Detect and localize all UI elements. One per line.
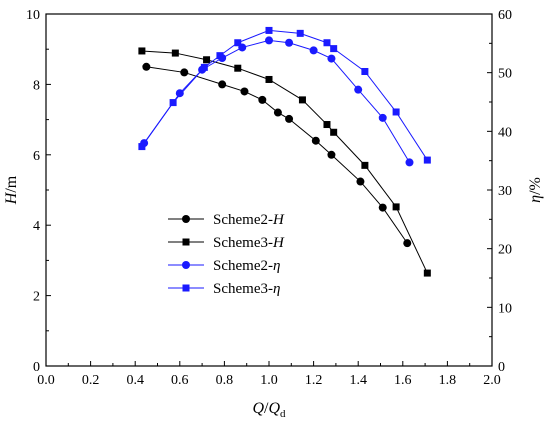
- legend-item: Scheme3-η: [168, 281, 280, 297]
- data-point: [171, 49, 179, 57]
- data-point: [378, 113, 387, 122]
- data-point: [330, 128, 338, 136]
- x-axis-title: Q/Qd: [252, 400, 286, 420]
- x-tick-label: 0.8: [216, 373, 234, 388]
- series-line-0: [146, 66, 408, 244]
- data-point: [200, 63, 208, 71]
- data-point: [423, 269, 431, 277]
- x-tick-label: 1.8: [439, 373, 457, 388]
- data-point: [273, 108, 282, 117]
- data-point: [311, 136, 320, 145]
- data-point: [323, 39, 331, 47]
- legend-item: Scheme2-η: [168, 258, 280, 274]
- legend-label: Scheme2-η: [213, 258, 280, 274]
- data-point: [356, 177, 365, 186]
- legend-marker: [182, 284, 190, 292]
- series-layer: [138, 26, 431, 277]
- data-point: [142, 62, 151, 71]
- data-point: [423, 156, 431, 164]
- data-point: [285, 38, 294, 47]
- data-point: [258, 95, 267, 104]
- data-point: [175, 89, 184, 98]
- data-point: [405, 158, 414, 167]
- data-point: [218, 80, 227, 89]
- data-point: [392, 108, 400, 116]
- data-point: [203, 56, 211, 64]
- y-left-tick-label: 8: [33, 78, 40, 93]
- legend: Scheme2-H Scheme3-H Scheme2-η Scheme3-η: [168, 212, 285, 297]
- x-tick-label: 0.2: [82, 373, 100, 388]
- y-left-tick-label: 6: [33, 149, 40, 164]
- y-right-tick-label: 40: [498, 125, 512, 140]
- series-3: [138, 26, 431, 164]
- y-right-tick-label: 30: [498, 184, 512, 199]
- series-0: [142, 62, 412, 248]
- data-point: [330, 45, 338, 53]
- data-point: [392, 203, 400, 211]
- data-point: [327, 150, 336, 159]
- data-point: [169, 99, 177, 107]
- legend-label: Scheme3-H: [213, 235, 285, 251]
- legend-marker: [182, 215, 190, 223]
- y-left-tick-label: 10: [26, 8, 40, 23]
- legend-label: Scheme2-H: [213, 212, 285, 228]
- data-point: [265, 36, 273, 45]
- data-point: [240, 87, 249, 96]
- series-line-3: [141, 29, 428, 161]
- data-point: [361, 161, 369, 169]
- data-point: [354, 85, 363, 94]
- data-point: [327, 54, 336, 63]
- y-right-tick-label: 20: [498, 243, 512, 258]
- legend-marker: [182, 238, 190, 246]
- y-right-tick-label: 60: [498, 8, 512, 23]
- data-point: [309, 46, 318, 55]
- axis-ticks: 0.0 0.2 0.4 0.6 0.8 1.0 1.2 1.4 1.6 1.8 2.00246810…: [26, 8, 512, 388]
- legend-marker: [182, 261, 190, 269]
- data-point: [403, 239, 412, 248]
- y-left-tick-label: 0: [33, 360, 40, 375]
- y-left-tick-label: 2: [33, 290, 40, 305]
- y-right-axis-title: η/%: [527, 177, 544, 203]
- data-point: [180, 68, 189, 77]
- x-tick-label: 2.0: [483, 373, 501, 388]
- y-right-tick-label: 0: [498, 360, 505, 375]
- data-point: [296, 29, 304, 37]
- series-2: [140, 36, 414, 167]
- legend-item: Scheme3-H: [168, 235, 285, 251]
- y-left-axis-title: H/m: [3, 175, 20, 205]
- y-left-tick-label: 4: [33, 219, 40, 234]
- data-point: [216, 52, 224, 60]
- x-tick-label: 1.0: [260, 373, 278, 388]
- x-tick-label: 1.6: [394, 373, 412, 388]
- data-point: [285, 114, 294, 123]
- data-point: [234, 64, 242, 72]
- series-line-2: [143, 39, 410, 163]
- y-right-tick-label: 10: [498, 301, 512, 316]
- data-point: [138, 47, 146, 55]
- data-point: [323, 121, 331, 129]
- legend-label: Scheme3-η: [213, 281, 280, 297]
- legend-item: Scheme2-H: [168, 212, 285, 228]
- x-tick-label: 1.2: [305, 373, 323, 388]
- data-point: [265, 26, 273, 34]
- data-point: [138, 143, 146, 151]
- series-1: [138, 47, 431, 277]
- plot-frame: [45, 13, 493, 367]
- x-tick-label: 0.6: [171, 373, 189, 388]
- x-tick-label: 1.4: [349, 373, 367, 388]
- x-tick-label: 0.0: [37, 373, 55, 388]
- data-point: [298, 96, 306, 104]
- data-point: [378, 203, 387, 212]
- data-point: [234, 39, 242, 47]
- data-point: [361, 67, 369, 75]
- y-right-tick-label: 50: [498, 67, 512, 82]
- data-point: [265, 75, 273, 83]
- x-tick-label: 0.4: [126, 373, 144, 388]
